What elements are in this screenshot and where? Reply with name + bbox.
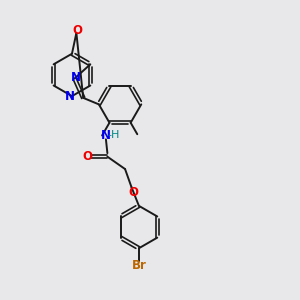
Text: N: N — [101, 129, 111, 142]
Text: N: N — [64, 90, 75, 103]
Text: -H: -H — [107, 130, 119, 140]
Text: O: O — [128, 186, 138, 199]
Text: N: N — [71, 70, 81, 83]
Text: O: O — [82, 150, 92, 163]
Text: O: O — [72, 24, 82, 37]
Text: Br: Br — [131, 259, 146, 272]
